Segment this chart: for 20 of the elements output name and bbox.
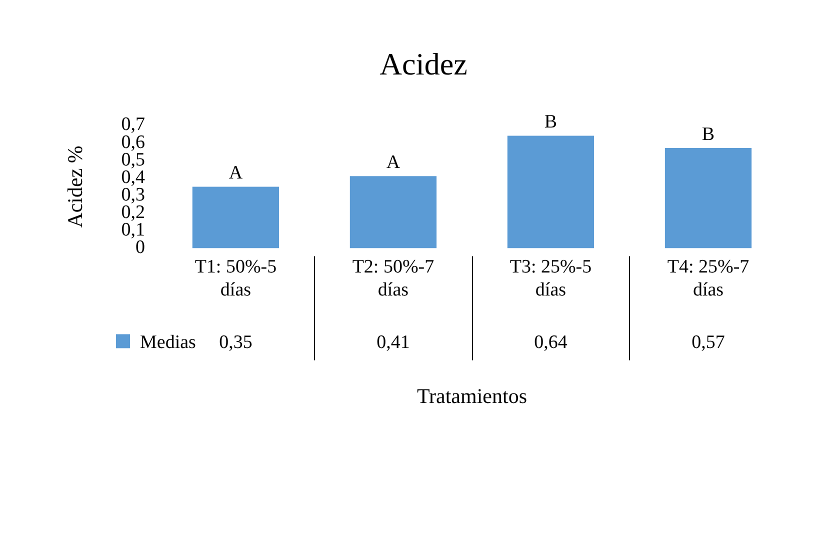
data-label: 0,35 [219, 332, 252, 354]
bar [664, 148, 752, 248]
annotation: A [228, 162, 243, 184]
data-label: 0,57 [692, 332, 725, 354]
annotation: B [544, 112, 558, 133]
data-label: 0,41 [376, 332, 410, 354]
chart-title: Acidez [380, 46, 468, 82]
x-tick-label: T3: 25%-5 días [510, 256, 592, 300]
bar [350, 176, 437, 248]
x-tick-label: T4: 25%-7 días [667, 256, 750, 300]
bar [192, 186, 280, 248]
x-axis-title: Tratamientos [416, 384, 528, 408]
legend-label: Medias [140, 332, 196, 354]
x-tick-label: T1: 50%-5 días [194, 256, 277, 300]
x-tick-label: T2: 50%-7 días [352, 256, 434, 300]
annotation: A [386, 152, 400, 174]
y-axis-title: Acidez % [63, 146, 88, 228]
data-label: 0,64 [534, 332, 568, 354]
bar [507, 136, 594, 248]
annotation: B [702, 124, 715, 146]
